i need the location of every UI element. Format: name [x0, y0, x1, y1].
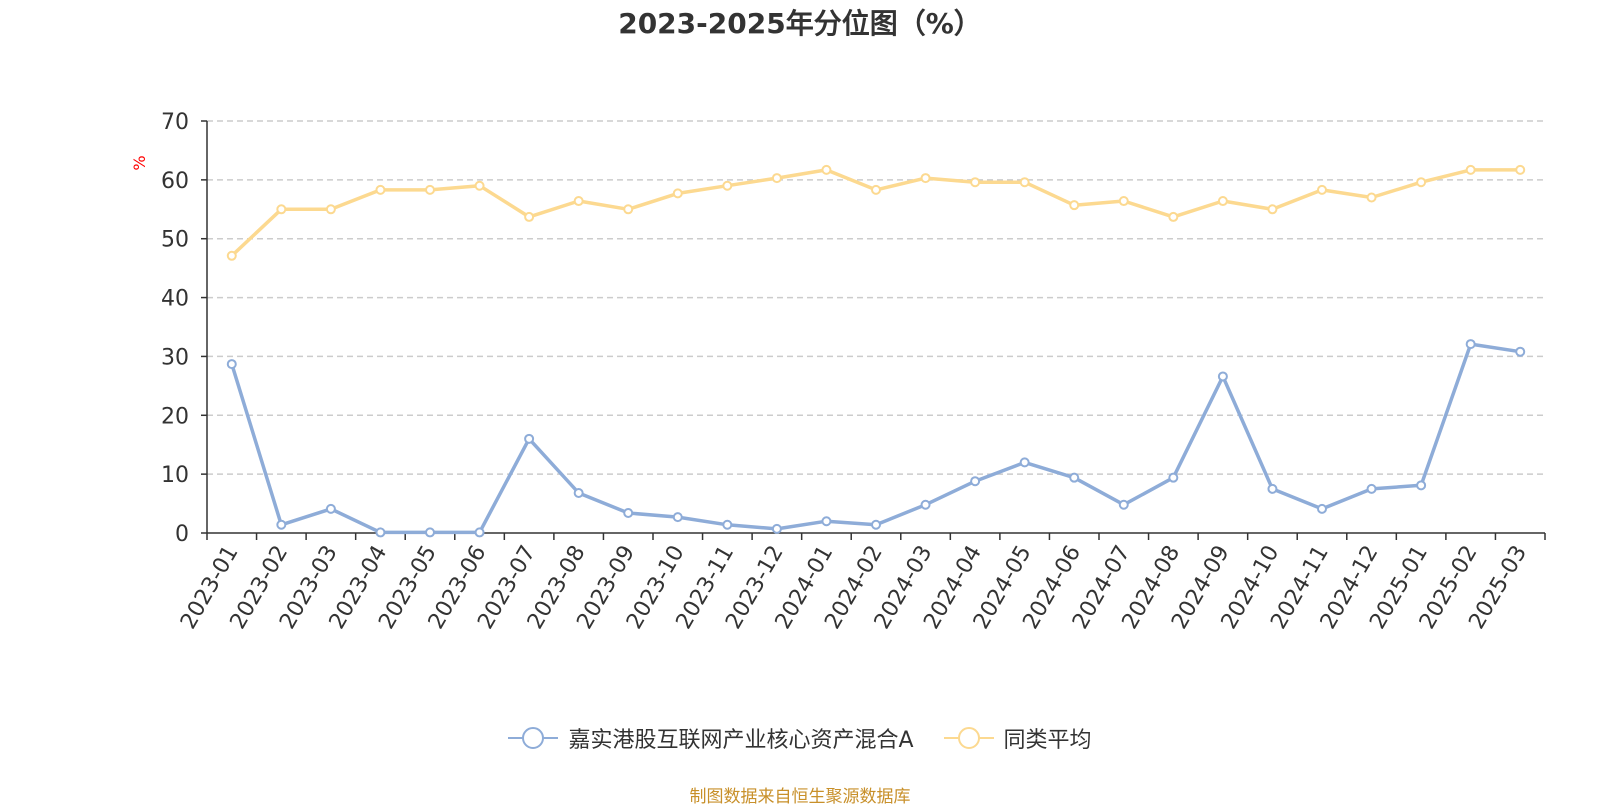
data-point[interactable] [1168, 472, 1179, 483]
series-line-1 [230, 168, 1521, 258]
y-tick-label: 50 [161, 228, 189, 253]
y-tick-label: 40 [161, 287, 189, 312]
data-point[interactable] [821, 164, 832, 175]
data-point[interactable] [1019, 457, 1030, 468]
y-tick-label: 20 [161, 404, 189, 429]
data-point[interactable] [1317, 503, 1327, 514]
series-lines [230, 168, 1521, 535]
data-point[interactable] [672, 188, 683, 199]
data-point[interactable] [771, 173, 782, 184]
data-point[interactable] [474, 180, 485, 191]
data-point[interactable] [425, 527, 435, 538]
legend-label: 嘉实港股互联网产业核心资产混合A [568, 728, 914, 753]
y-tick-label: 10 [161, 463, 189, 488]
data-point[interactable] [1019, 177, 1030, 188]
data-point[interactable] [970, 177, 981, 188]
data-point[interactable] [524, 211, 535, 222]
grid-lines [207, 120, 1545, 475]
data-point[interactable] [672, 512, 683, 523]
legend-label: 同类平均 [1003, 728, 1092, 753]
data-point[interactable] [425, 184, 435, 195]
data-points [226, 164, 1526, 538]
legend-marker-icon [943, 727, 994, 749]
data-point[interactable] [1069, 200, 1080, 211]
data-point[interactable] [474, 527, 485, 538]
data-point[interactable] [1366, 483, 1377, 494]
data-point[interactable] [325, 204, 336, 215]
data-point[interactable] [970, 476, 981, 487]
data-point[interactable] [1217, 371, 1228, 382]
data-point[interactable] [276, 204, 287, 215]
series-line-0 [230, 342, 1521, 535]
legend-marker-icon [508, 727, 559, 749]
data-point[interactable] [623, 507, 634, 518]
data-point[interactable] [1416, 177, 1427, 188]
data-point[interactable] [1118, 196, 1129, 207]
data-point[interactable] [722, 180, 733, 191]
data-point[interactable] [375, 527, 386, 538]
y-tick-label: 0 [175, 522, 189, 547]
legend-item-1[interactable]: 同类平均 [943, 722, 1092, 754]
y-tick-label: 30 [161, 345, 189, 370]
data-point[interactable] [1515, 346, 1526, 357]
data-point[interactable] [1317, 184, 1327, 195]
data-point[interactable] [1217, 196, 1228, 207]
legend-item-0[interactable]: 嘉实港股互联网产业核心资产混合A [508, 722, 914, 754]
data-point[interactable] [1168, 211, 1179, 222]
chart-title: 2023-2025年分位图（%） [618, 7, 982, 40]
data-point[interactable] [920, 499, 931, 510]
data-point[interactable] [573, 196, 584, 207]
data-point[interactable] [821, 516, 832, 527]
y-tick-label: 60 [161, 169, 189, 194]
data-point[interactable] [1515, 164, 1526, 175]
data-point[interactable] [1366, 192, 1377, 203]
data-point[interactable] [1465, 339, 1476, 350]
data-point[interactable] [226, 359, 237, 370]
data-point[interactable] [1118, 499, 1129, 510]
data-point[interactable] [375, 184, 386, 195]
data-point[interactable] [325, 503, 336, 514]
data-point[interactable] [276, 519, 287, 530]
data-point[interactable] [524, 433, 535, 444]
data-point[interactable] [920, 173, 931, 184]
data-point[interactable] [573, 487, 584, 498]
data-point[interactable] [1416, 480, 1427, 491]
data-point[interactable] [1267, 204, 1278, 215]
data-point[interactable] [1069, 472, 1080, 483]
y-tick-label: 70 [161, 110, 189, 135]
data-point[interactable] [722, 519, 733, 530]
data-point[interactable] [1267, 483, 1278, 494]
data-point[interactable] [226, 250, 237, 261]
data-point[interactable] [771, 523, 782, 534]
source-note: 制图数据来自恒生聚源数据库 [689, 787, 911, 807]
axes: 0102030405060702023-012023-022023-032023… [161, 110, 1546, 633]
data-point[interactable] [871, 184, 881, 195]
data-point[interactable] [1465, 164, 1476, 175]
data-point[interactable] [623, 204, 634, 215]
y-axis-unit-label: % [130, 155, 149, 170]
data-point[interactable] [871, 519, 881, 530]
legend: 嘉实港股互联网产业核心资产混合A 同类平均 [0, 722, 1600, 754]
